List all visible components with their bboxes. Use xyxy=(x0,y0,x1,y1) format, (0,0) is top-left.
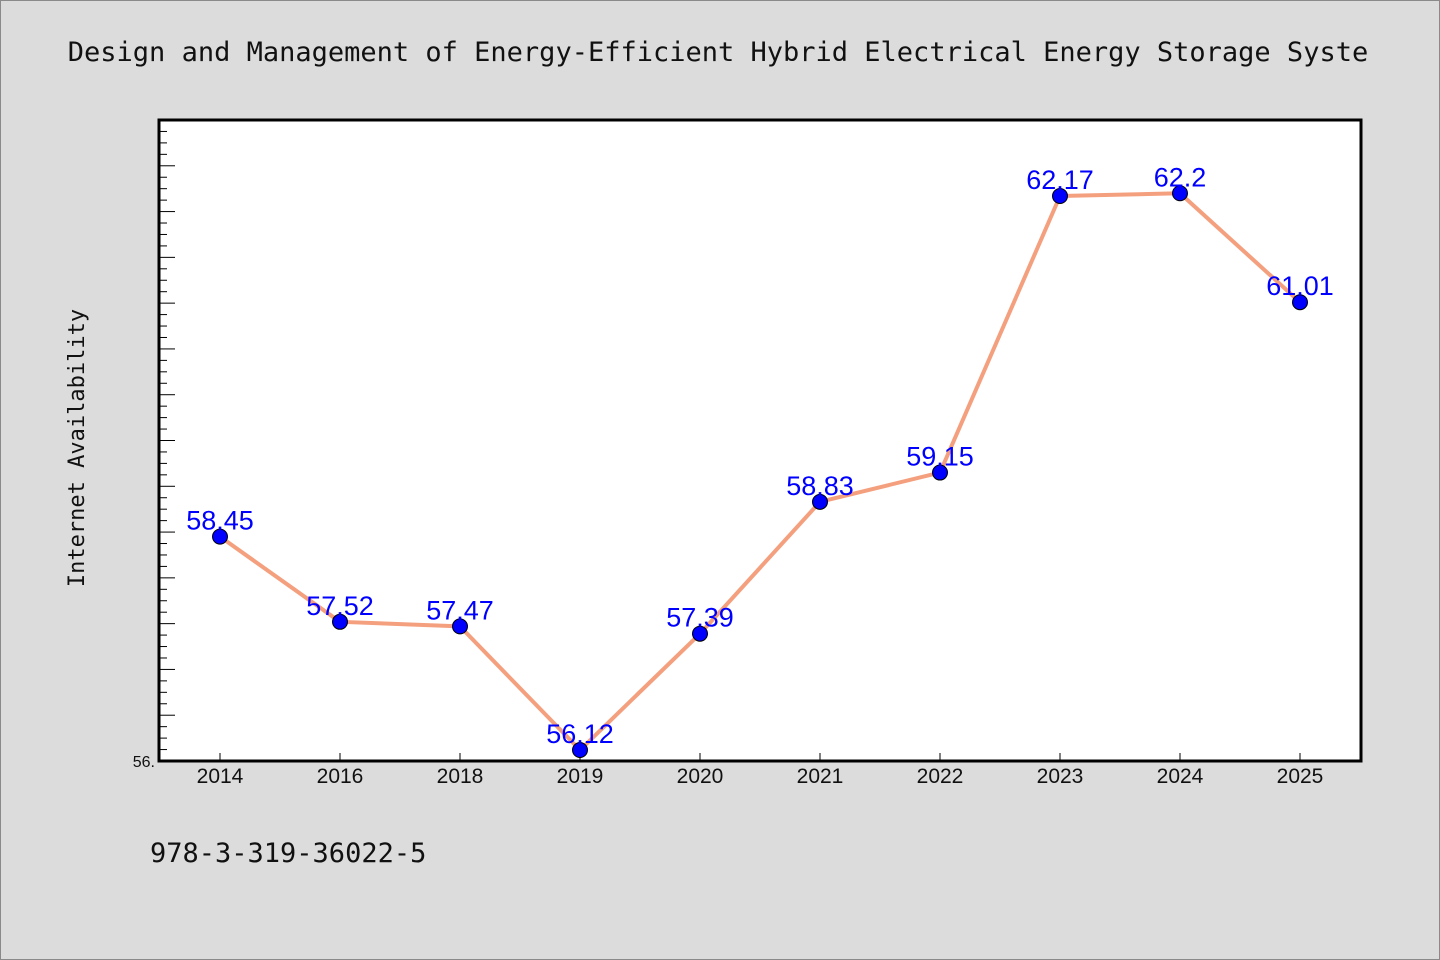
data-point-marker xyxy=(932,464,948,481)
data-label: 57.39 xyxy=(666,603,734,633)
y-axis-label: Internet Availability xyxy=(65,309,90,587)
data-label: 61.01 xyxy=(1266,271,1334,301)
x-tick-label: 2016 xyxy=(317,765,364,788)
data-point-marker xyxy=(212,528,228,545)
data-point-marker xyxy=(452,618,468,635)
x-tick-label: 2025 xyxy=(1277,765,1324,788)
x-axis: 2014 2016 2018 2019 2020 2021 2022 2023 2024 2025 xyxy=(197,753,1324,788)
footnote-isbn: 978-3-319-36022-5 xyxy=(150,838,426,869)
data-label: 62.17 xyxy=(1026,165,1094,195)
data-point-marker xyxy=(1052,188,1068,205)
x-tick-label: 2023 xyxy=(1037,765,1084,788)
x-tick-label: 2019 xyxy=(557,765,604,788)
data-label: 58.83 xyxy=(786,471,854,501)
x-tick-label: 2022 xyxy=(917,765,964,788)
data-label: 56.12 xyxy=(546,719,614,749)
data-label: 62.2 xyxy=(1154,162,1207,192)
x-tick-label: 2024 xyxy=(1157,765,1204,788)
y-axis-ticks xyxy=(159,130,175,762)
data-point-marker xyxy=(1172,185,1188,202)
data-label: 57.47 xyxy=(426,595,494,625)
data-label: 59.15 xyxy=(906,442,974,472)
x-tick-label: 2020 xyxy=(677,765,724,788)
data-label: 57.52 xyxy=(306,591,374,621)
data-point-marker xyxy=(812,493,828,510)
series-line xyxy=(218,191,1302,753)
y-tick-label: 56. xyxy=(133,754,155,771)
x-tick-label: 2018 xyxy=(437,765,484,788)
data-point-marker xyxy=(692,625,708,642)
data-point-marker xyxy=(1292,294,1308,311)
data-point-marker xyxy=(332,613,348,630)
x-tick-label: 2014 xyxy=(197,765,244,788)
chart-title: Design and Management of Energy-Efficien… xyxy=(68,37,1368,68)
data-markers xyxy=(212,185,1308,759)
x-tick-label: 2021 xyxy=(797,765,844,788)
data-point-marker xyxy=(572,742,588,759)
data-labels: 58.45 57.52 57.47 56.12 57.39 58.83 59.15 62.17… xyxy=(186,162,1334,749)
plot-area xyxy=(157,118,1363,763)
data-label: 58.45 xyxy=(186,506,254,536)
